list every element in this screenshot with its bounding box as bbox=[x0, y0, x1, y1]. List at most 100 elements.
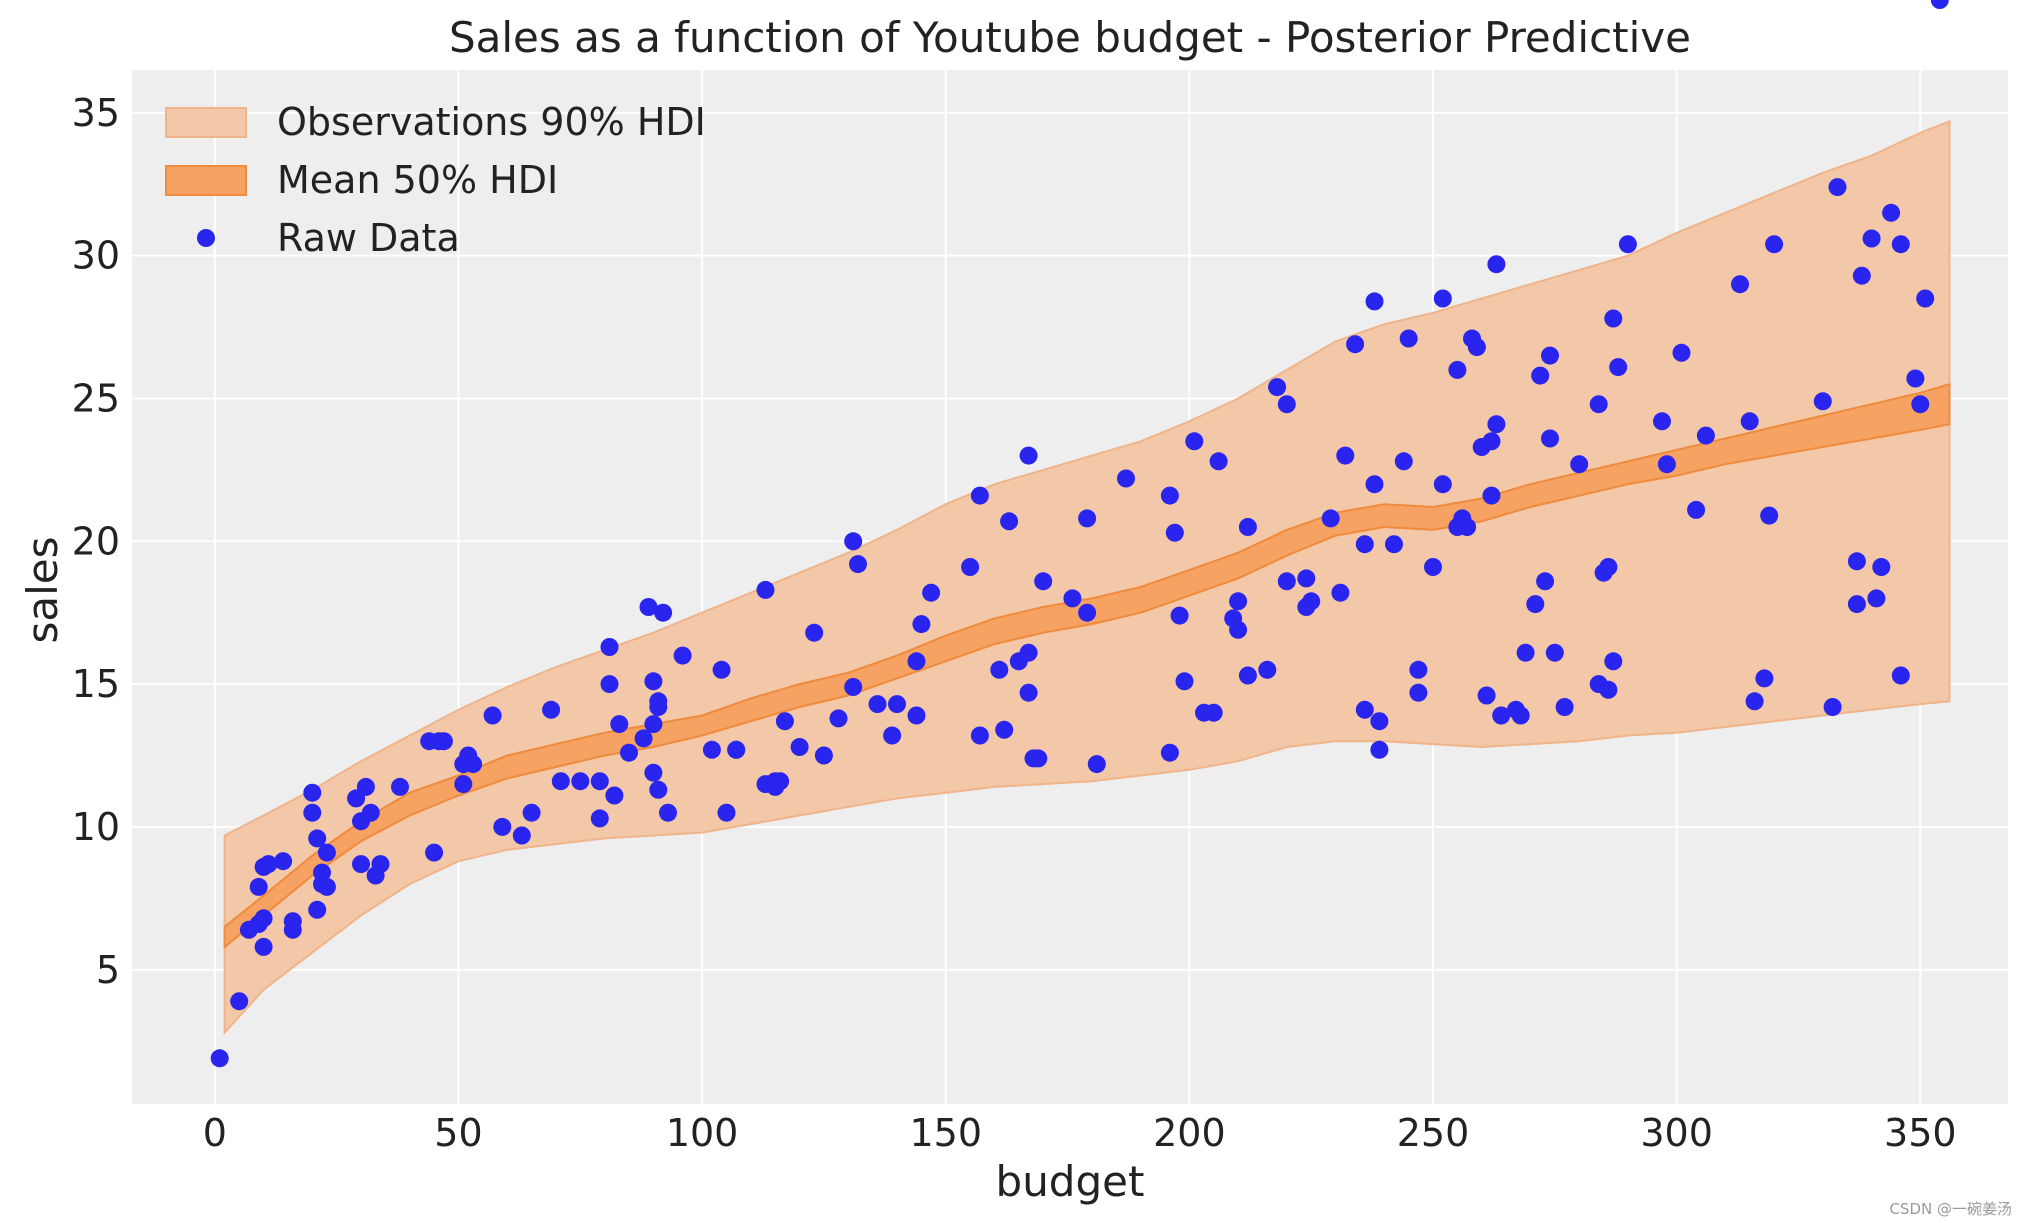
data-point-53 bbox=[644, 715, 663, 734]
legend: Observations 90% HDI Mean 50% HDI Raw Da… bbox=[165, 100, 706, 260]
data-point-161 bbox=[1536, 572, 1555, 591]
x-tick-label-5: 250 bbox=[1397, 1111, 1470, 1155]
data-point-47 bbox=[605, 786, 624, 805]
data-point-71 bbox=[775, 712, 794, 731]
data-point-8 bbox=[259, 855, 278, 874]
data-point-12 bbox=[303, 783, 322, 802]
data-point-177 bbox=[1657, 455, 1676, 474]
data-point-39 bbox=[522, 803, 541, 822]
data-point-88 bbox=[970, 486, 989, 505]
data-point-184 bbox=[1755, 669, 1774, 688]
data-point-180 bbox=[1696, 426, 1715, 445]
legend-swatch-mean bbox=[165, 165, 247, 196]
data-point-97 bbox=[1029, 749, 1048, 768]
data-point-139 bbox=[1409, 660, 1428, 679]
legend-swatch-observations bbox=[165, 107, 247, 138]
data-point-164 bbox=[1545, 643, 1564, 662]
data-point-42 bbox=[571, 772, 590, 791]
x-tick-label-4: 200 bbox=[1153, 1111, 1226, 1155]
data-point-36 bbox=[483, 706, 502, 725]
y-tick-label-3: 20 bbox=[72, 519, 120, 563]
data-point-86 bbox=[961, 558, 980, 576]
data-point-82 bbox=[907, 706, 926, 725]
data-point-72 bbox=[790, 738, 809, 756]
data-point-117 bbox=[1238, 666, 1257, 685]
data-point-178 bbox=[1672, 343, 1691, 362]
data-point-181 bbox=[1731, 275, 1749, 294]
data-point-131 bbox=[1365, 475, 1384, 494]
data-point-157 bbox=[1511, 706, 1530, 725]
data-point-199 bbox=[1906, 369, 1925, 388]
data-point-84 bbox=[912, 615, 931, 634]
x-axis-label: budget bbox=[996, 1157, 1145, 1206]
data-point-22 bbox=[352, 855, 370, 874]
data-point-50 bbox=[634, 729, 653, 748]
watermark: CSDN @一碗姜汤 bbox=[1889, 1200, 2012, 1218]
data-point-105 bbox=[1160, 486, 1179, 505]
data-point-200 bbox=[1911, 395, 1930, 414]
data-point-63 bbox=[717, 803, 736, 822]
data-point-78 bbox=[849, 555, 867, 574]
y-tick-labels: 5 10 15 20 25 30 35 bbox=[72, 91, 120, 992]
data-point-198 bbox=[1891, 666, 1910, 685]
data-point-121 bbox=[1277, 572, 1296, 591]
data-point-70 bbox=[771, 772, 790, 791]
x-tick-label-0: 0 bbox=[203, 1111, 227, 1155]
data-point-75 bbox=[829, 709, 848, 728]
data-point-31 bbox=[434, 732, 453, 751]
data-point-163 bbox=[1541, 346, 1559, 365]
data-point-41 bbox=[551, 772, 570, 791]
data-point-85 bbox=[922, 583, 941, 602]
data-point-62 bbox=[712, 660, 731, 679]
x-tick-label-1: 50 bbox=[434, 1111, 482, 1155]
data-point-154 bbox=[1487, 255, 1506, 274]
data-point-135 bbox=[1385, 535, 1403, 554]
data-point-108 bbox=[1175, 672, 1194, 691]
data-point-186 bbox=[1765, 235, 1784, 254]
legend-label-observations: Observations 90% HDI bbox=[277, 100, 706, 144]
data-point-188 bbox=[1823, 698, 1842, 716]
data-point-37 bbox=[493, 817, 512, 836]
data-point-87 bbox=[970, 726, 989, 745]
data-point-38 bbox=[512, 826, 531, 845]
data-point-102 bbox=[1087, 755, 1106, 774]
data-point-148 bbox=[1467, 338, 1486, 357]
data-point-0 bbox=[210, 1049, 229, 1068]
data-point-32 bbox=[454, 775, 473, 794]
data-point-54 bbox=[644, 763, 663, 782]
data-point-182 bbox=[1740, 412, 1759, 431]
data-point-141 bbox=[1433, 475, 1452, 494]
data-point-98 bbox=[1034, 572, 1053, 591]
data-point-137 bbox=[1399, 329, 1418, 348]
data-point-5 bbox=[254, 909, 273, 928]
data-point-118 bbox=[1258, 660, 1277, 679]
data-point-172 bbox=[1604, 652, 1623, 671]
data-point-185 bbox=[1760, 506, 1779, 525]
data-point-123 bbox=[1297, 569, 1316, 588]
data-point-79 bbox=[868, 695, 887, 714]
data-point-175 bbox=[1618, 235, 1637, 254]
data-point-24 bbox=[361, 803, 380, 822]
x-tick-label-2: 100 bbox=[666, 1111, 739, 1155]
data-point-15 bbox=[308, 829, 327, 848]
data-point-23 bbox=[356, 777, 375, 796]
data-point-51 bbox=[639, 598, 658, 616]
data-point-155 bbox=[1492, 706, 1511, 725]
data-point-52 bbox=[644, 672, 663, 691]
data-point-49 bbox=[620, 743, 638, 762]
data-point-93 bbox=[1019, 446, 1038, 465]
y-tick-label-6: 35 bbox=[72, 91, 120, 135]
x-tick-label-3: 150 bbox=[909, 1111, 982, 1155]
data-point-99 bbox=[1063, 589, 1082, 608]
data-point-151 bbox=[1482, 486, 1501, 505]
data-point-140 bbox=[1424, 558, 1442, 576]
data-point-13 bbox=[303, 803, 322, 822]
data-point-201 bbox=[1916, 289, 1935, 308]
data-point-7 bbox=[254, 937, 273, 956]
y-tick-label-4: 25 bbox=[72, 376, 120, 420]
data-point-138 bbox=[1409, 683, 1428, 702]
data-point-142 bbox=[1433, 289, 1452, 308]
data-point-90 bbox=[995, 720, 1014, 739]
data-point-65 bbox=[727, 740, 746, 759]
